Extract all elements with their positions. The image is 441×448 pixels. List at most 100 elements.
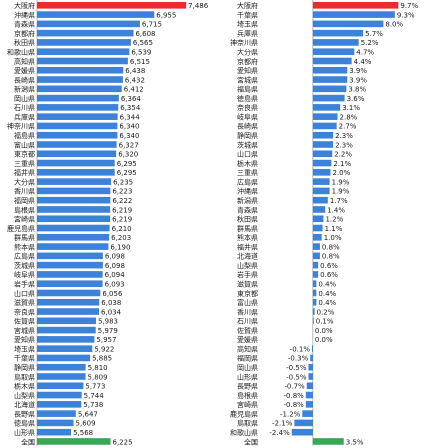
left-chart-category-label: 奈良県: [14, 307, 35, 316]
right-chart-category-label: 新潟県: [237, 196, 258, 205]
right-chart-category-label: 滋賀県: [237, 280, 258, 289]
left-chart-bar: [37, 289, 101, 297]
left-chart-category-label: 福井県: [14, 168, 35, 177]
left-chart-category-label: 栃木県: [14, 382, 35, 391]
right-chart-category-label: 長野県: [237, 383, 258, 391]
right-chart-category-label: 沖縄県: [237, 187, 258, 196]
left-chart-category-label: 愛知県: [14, 335, 35, 344]
right-chart-value-label: -2.4%: [269, 429, 290, 437]
left-chart-bar: [37, 206, 111, 213]
right-bar-chart: 大阪府 9.7% 千葉県 9.3% 埼玉県 8.0% 兵庫県 5.7% 神奈川県 5.2% 大分県 4…: [230, 0, 418, 446]
right-chart-value-label: 3.9%: [349, 67, 367, 75]
right-chart-bar: [311, 345, 313, 352]
right-chart-bar: [312, 317, 314, 325]
left-chart-category-label: 岩手県: [14, 280, 35, 289]
right-chart-bar: [312, 298, 317, 306]
left-chart-bar: [37, 354, 91, 362]
right-chart-value-label: 5.7%: [365, 30, 383, 38]
left-chart-value-label: 6,320: [118, 151, 138, 159]
right-chart-value-label: 0.0%: [315, 327, 333, 335]
left-chart-category-label: 大阪府: [14, 1, 35, 10]
left-chart-category-label: 東京都: [14, 150, 35, 159]
right-chart-bar: [312, 131, 334, 139]
left-chart-bar: [37, 243, 109, 250]
right-chart-value-label: 8.0%: [385, 21, 403, 29]
right-chart-value-label: 1.4%: [327, 206, 345, 214]
right-chart-bar: [312, 215, 324, 223]
left-chart-bar: [37, 336, 95, 343]
left-chart-category-label: 鹿児島県: [7, 224, 35, 233]
right-chart-category-label: 奈良県: [237, 103, 258, 112]
right-chart-category-label: 青森県: [237, 205, 258, 214]
left-chart-bar: [37, 215, 111, 223]
right-chart-value-label: 5.2%: [361, 39, 379, 47]
left-chart-category-label: 北海道: [14, 400, 35, 409]
right-chart-value-label: -0.1%: [290, 345, 311, 353]
left-chart-bar: [37, 141, 117, 148]
left-chart-value-label: 6,327: [119, 141, 139, 149]
right-chart-category-label: 和歌山県: [230, 428, 258, 437]
right-chart-value-label: 2.1%: [333, 160, 351, 168]
left-chart-value-label: 5,647: [78, 410, 98, 418]
right-chart-bar: [291, 428, 313, 436]
left-chart-bar: [37, 159, 115, 167]
left-chart-bar: [37, 122, 118, 130]
left-chart-bar: [37, 104, 119, 111]
right-chart-bar: [312, 57, 352, 65]
left-chart-value-label: 6,093: [105, 281, 125, 289]
left-chart-category-label: 岐阜県: [14, 270, 35, 279]
right-chart-category-label: 山形県: [237, 372, 258, 381]
left-chart-category-label: 三重県: [14, 160, 35, 168]
left-chart-value-label: 6,955: [156, 11, 176, 19]
right-chart-bar: [312, 252, 320, 260]
right-chart-bar: [312, 122, 337, 130]
right-chart-bar: [312, 48, 355, 55]
left-chart-value-label: 6,056: [102, 290, 123, 298]
right-chart-value-label: 2.3%: [335, 141, 353, 149]
right-chart-value-label: 1.7%: [330, 197, 348, 205]
right-chart-bar: [312, 196, 328, 204]
left-chart-category-label: 大分県: [14, 177, 35, 186]
right-chart-value-label: 1.9%: [332, 178, 350, 186]
right-chart-category-label: 長崎県: [237, 122, 258, 131]
right-chart-value-label: 0.8%: [322, 243, 340, 251]
left-chart-category-label: 熊本県: [14, 242, 35, 251]
right-chart-category-label: 宮城県: [237, 75, 258, 84]
left-chart-value-label: 5,773: [85, 383, 105, 391]
right-chart-value-label: 2.2%: [334, 151, 352, 159]
left-chart-category-label: 全国: [21, 437, 35, 446]
left-chart-value-label: 6,210: [112, 225, 132, 233]
right-chart-bar: [306, 382, 313, 390]
right-chart-category-label: 栃木県: [237, 159, 258, 168]
left-chart-bar: [37, 252, 103, 260]
right-chart-bar: [312, 20, 384, 28]
right-chart-category-label: 香川県: [237, 307, 258, 316]
right-chart-value-label: 9.3%: [397, 11, 415, 19]
right-chart-value-label: 9.7%: [400, 2, 418, 10]
left-chart-category-label: 千葉県: [14, 354, 35, 363]
right-chart-value-label: -0.3%: [288, 355, 309, 363]
right-chart-category-label: 愛媛県: [237, 335, 258, 344]
left-chart-bar: [37, 345, 93, 352]
right-chart-bar: [312, 280, 317, 287]
right-chart-bar: [308, 373, 313, 380]
right-chart-bar: [312, 169, 331, 176]
left-chart-value-label: 6,515: [130, 58, 150, 66]
right-chart-category-label: 三重県: [237, 169, 258, 177]
left-chart-category-label: 佐賀県: [14, 317, 35, 326]
right-chart-bar: [312, 178, 330, 185]
left-chart-category-label: 島根県: [14, 205, 35, 214]
right-chart-bar: [308, 363, 313, 371]
left-chart-value-label: 7,486: [188, 2, 209, 10]
left-chart-value-label: 6,340: [119, 123, 139, 131]
right-chart-value-label: 0.2%: [317, 308, 335, 316]
left-chart-bar: [37, 48, 130, 55]
right-chart-value-label: 4.4%: [354, 58, 372, 66]
right-chart-value-label: -2.1%: [272, 420, 293, 428]
left-chart-value-label: 5,744: [84, 392, 105, 400]
left-chart-value-label: 6,539: [131, 49, 151, 57]
left-chart-category-label: 岡山県: [14, 94, 35, 103]
left-chart-value-label: 6,235: [113, 178, 133, 186]
left-chart-category-label: 長崎県: [14, 75, 35, 84]
right-chart-value-label: 2.3%: [335, 132, 353, 140]
